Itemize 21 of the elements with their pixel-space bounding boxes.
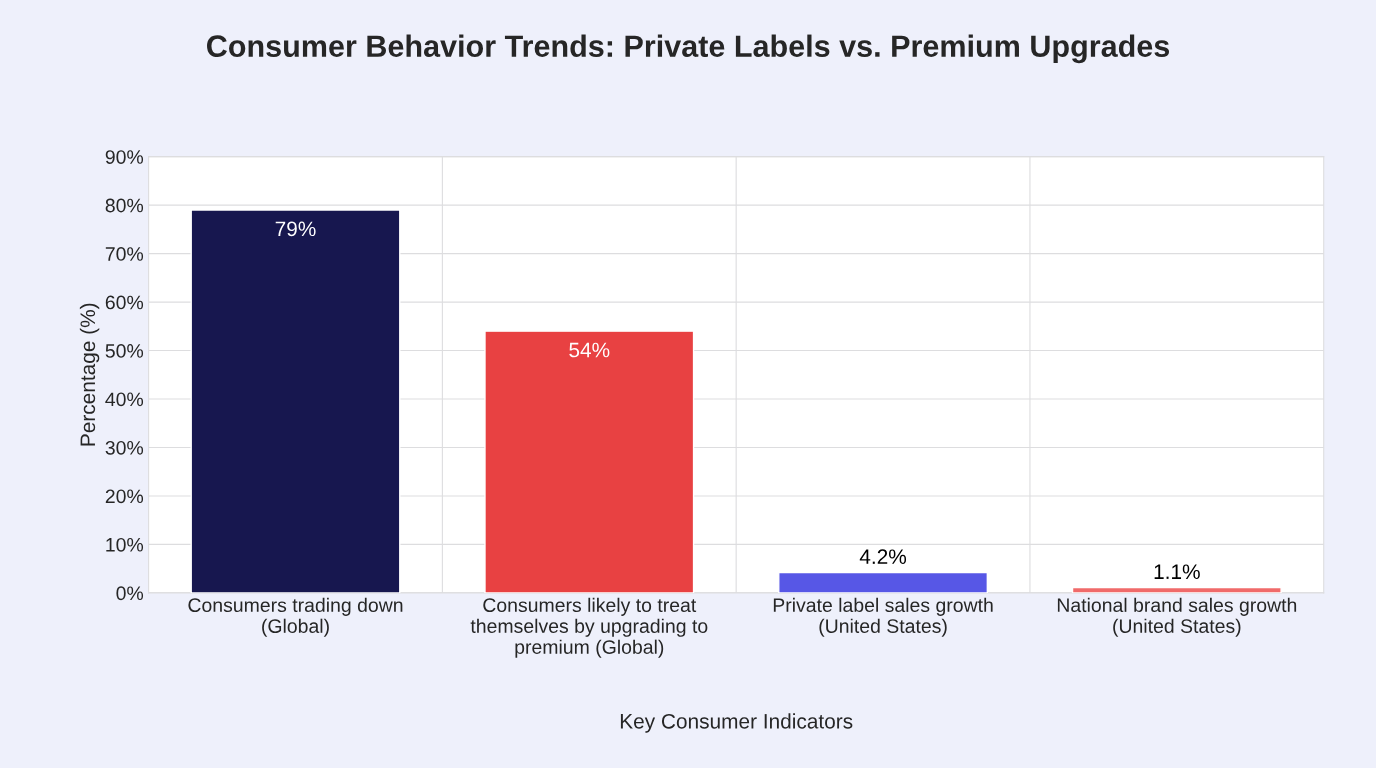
y-tick-label: 30%	[105, 440, 144, 455]
data-label: 54%	[569, 342, 610, 358]
y-tick-label: 50%	[105, 344, 144, 358]
y-axis-title: Percentage (%)	[79, 303, 100, 446]
x-tick-label: Consumers likely to treat themselves by upgrading to premium (Global)	[470, 597, 708, 658]
y-tick-label: 40%	[105, 392, 144, 407]
data-label: 79%	[275, 221, 316, 237]
y-tick-label: 90%	[105, 150, 144, 164]
y-tick-label: 80%	[105, 198, 144, 213]
y-tick-label: 60%	[105, 295, 144, 310]
data-label: 4.2%	[859, 549, 907, 564]
data-label: 1.1%	[1154, 564, 1200, 579]
y-tick-label: 10%	[106, 537, 144, 552]
y-tick-label: 70%	[105, 247, 144, 261]
x-axis-title: Key Consumer Indicators	[620, 713, 853, 733]
chart-title: Consumer Behavior Trends: Private Labels vs. Premium Upgrades	[207, 34, 1170, 64]
y-tick-label: 20%	[105, 489, 144, 504]
x-tick-label: National brand sales growth (United States)	[1057, 597, 1297, 637]
x-tick-label: Private label sales growth (United States)	[773, 597, 993, 637]
y-tick-label: 0%	[116, 586, 144, 601]
x-tick-label: Consumers trading down (Global)	[188, 597, 403, 637]
